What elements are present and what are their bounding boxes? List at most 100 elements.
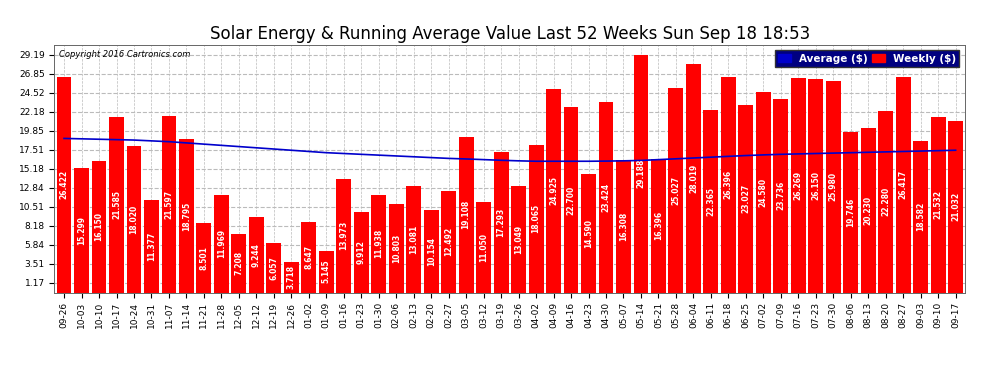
Bar [406, 186, 421, 292]
Bar [809, 80, 824, 292]
Text: 21.585: 21.585 [112, 190, 121, 219]
Bar [56, 77, 71, 292]
Text: 16.150: 16.150 [94, 212, 104, 241]
Bar [353, 212, 368, 292]
Bar [896, 77, 911, 292]
Bar [948, 121, 963, 292]
Text: 22.700: 22.700 [566, 185, 575, 214]
Bar [529, 145, 544, 292]
Text: 11.938: 11.938 [374, 229, 383, 258]
Text: 10.803: 10.803 [392, 234, 401, 263]
Bar [634, 54, 648, 292]
Text: 8.647: 8.647 [304, 245, 313, 269]
Bar [616, 159, 631, 292]
Bar [913, 141, 928, 292]
Text: 8.501: 8.501 [199, 246, 209, 270]
Text: 11.377: 11.377 [147, 231, 156, 261]
Bar [74, 168, 89, 292]
Text: 7.208: 7.208 [235, 251, 244, 275]
Bar [127, 146, 142, 292]
Bar [494, 152, 509, 292]
Text: 20.230: 20.230 [863, 195, 873, 225]
Bar [843, 132, 858, 292]
Text: 14.590: 14.590 [584, 219, 593, 248]
Bar [389, 204, 404, 292]
Bar [371, 195, 386, 292]
Text: 24.580: 24.580 [759, 178, 768, 207]
Text: 6.057: 6.057 [269, 256, 278, 280]
Text: 21.032: 21.032 [951, 192, 960, 221]
Bar [581, 174, 596, 292]
Text: 24.925: 24.925 [549, 176, 558, 206]
Text: 13.973: 13.973 [340, 221, 348, 250]
Bar [651, 159, 666, 292]
Bar [773, 99, 788, 292]
Bar [458, 137, 473, 292]
Bar [144, 200, 159, 292]
Bar [232, 234, 247, 292]
Text: 25.980: 25.980 [829, 172, 838, 201]
Text: 26.150: 26.150 [811, 171, 821, 200]
Bar [301, 222, 316, 292]
Text: 18.582: 18.582 [916, 202, 926, 231]
Bar [931, 117, 945, 292]
Bar [563, 108, 578, 292]
Text: 18.795: 18.795 [182, 201, 191, 231]
Text: 13.081: 13.081 [409, 225, 418, 254]
Bar [248, 217, 263, 292]
Text: Copyright 2016 Cartronics.com: Copyright 2016 Cartronics.com [59, 50, 190, 59]
Text: 9.244: 9.244 [251, 243, 260, 267]
Bar [442, 190, 456, 292]
Bar [739, 105, 753, 292]
Text: 21.597: 21.597 [164, 190, 173, 219]
Bar [878, 111, 893, 292]
Bar [284, 262, 299, 292]
Bar [721, 77, 736, 292]
Bar [476, 202, 491, 292]
Text: 13.049: 13.049 [514, 225, 523, 254]
Text: 23.424: 23.424 [602, 183, 611, 212]
Bar [546, 89, 561, 292]
Bar [860, 128, 876, 292]
Title: Solar Energy & Running Average Value Last 52 Weeks Sun Sep 18 18:53: Solar Energy & Running Average Value Las… [210, 26, 810, 44]
Text: 9.912: 9.912 [356, 240, 365, 264]
Bar [92, 161, 107, 292]
Text: 25.027: 25.027 [671, 176, 680, 205]
Bar [599, 102, 614, 292]
Bar [756, 92, 771, 292]
Text: 26.417: 26.417 [899, 170, 908, 200]
Bar [161, 116, 176, 292]
Text: 22.365: 22.365 [707, 187, 716, 216]
Text: 18.065: 18.065 [532, 204, 541, 233]
Bar [704, 110, 719, 292]
Text: 22.280: 22.280 [881, 187, 890, 216]
Text: 17.293: 17.293 [497, 207, 506, 237]
Legend: Average ($), Weekly ($): Average ($), Weekly ($) [775, 51, 959, 67]
Text: 3.718: 3.718 [287, 265, 296, 290]
Text: 29.188: 29.188 [637, 159, 645, 188]
Text: 10.154: 10.154 [427, 237, 436, 266]
Bar [686, 64, 701, 292]
Text: 26.269: 26.269 [794, 171, 803, 200]
Text: 26.422: 26.422 [59, 170, 68, 200]
Bar [179, 139, 194, 292]
Bar [266, 243, 281, 292]
Bar [791, 78, 806, 292]
Bar [511, 186, 526, 292]
Text: 12.492: 12.492 [445, 227, 453, 256]
Text: 21.532: 21.532 [934, 190, 942, 219]
Text: 28.019: 28.019 [689, 164, 698, 193]
Bar [668, 88, 683, 292]
Text: 19.108: 19.108 [461, 200, 470, 229]
Text: 15.299: 15.299 [77, 216, 86, 244]
Text: 23.736: 23.736 [776, 181, 785, 210]
Text: 23.027: 23.027 [742, 184, 750, 213]
Text: 11.050: 11.050 [479, 233, 488, 262]
Text: 19.746: 19.746 [846, 197, 855, 226]
Text: 26.396: 26.396 [724, 170, 733, 200]
Bar [196, 223, 211, 292]
Bar [337, 178, 351, 292]
Bar [214, 195, 229, 292]
Text: 16.308: 16.308 [619, 211, 628, 241]
Bar [319, 251, 334, 292]
